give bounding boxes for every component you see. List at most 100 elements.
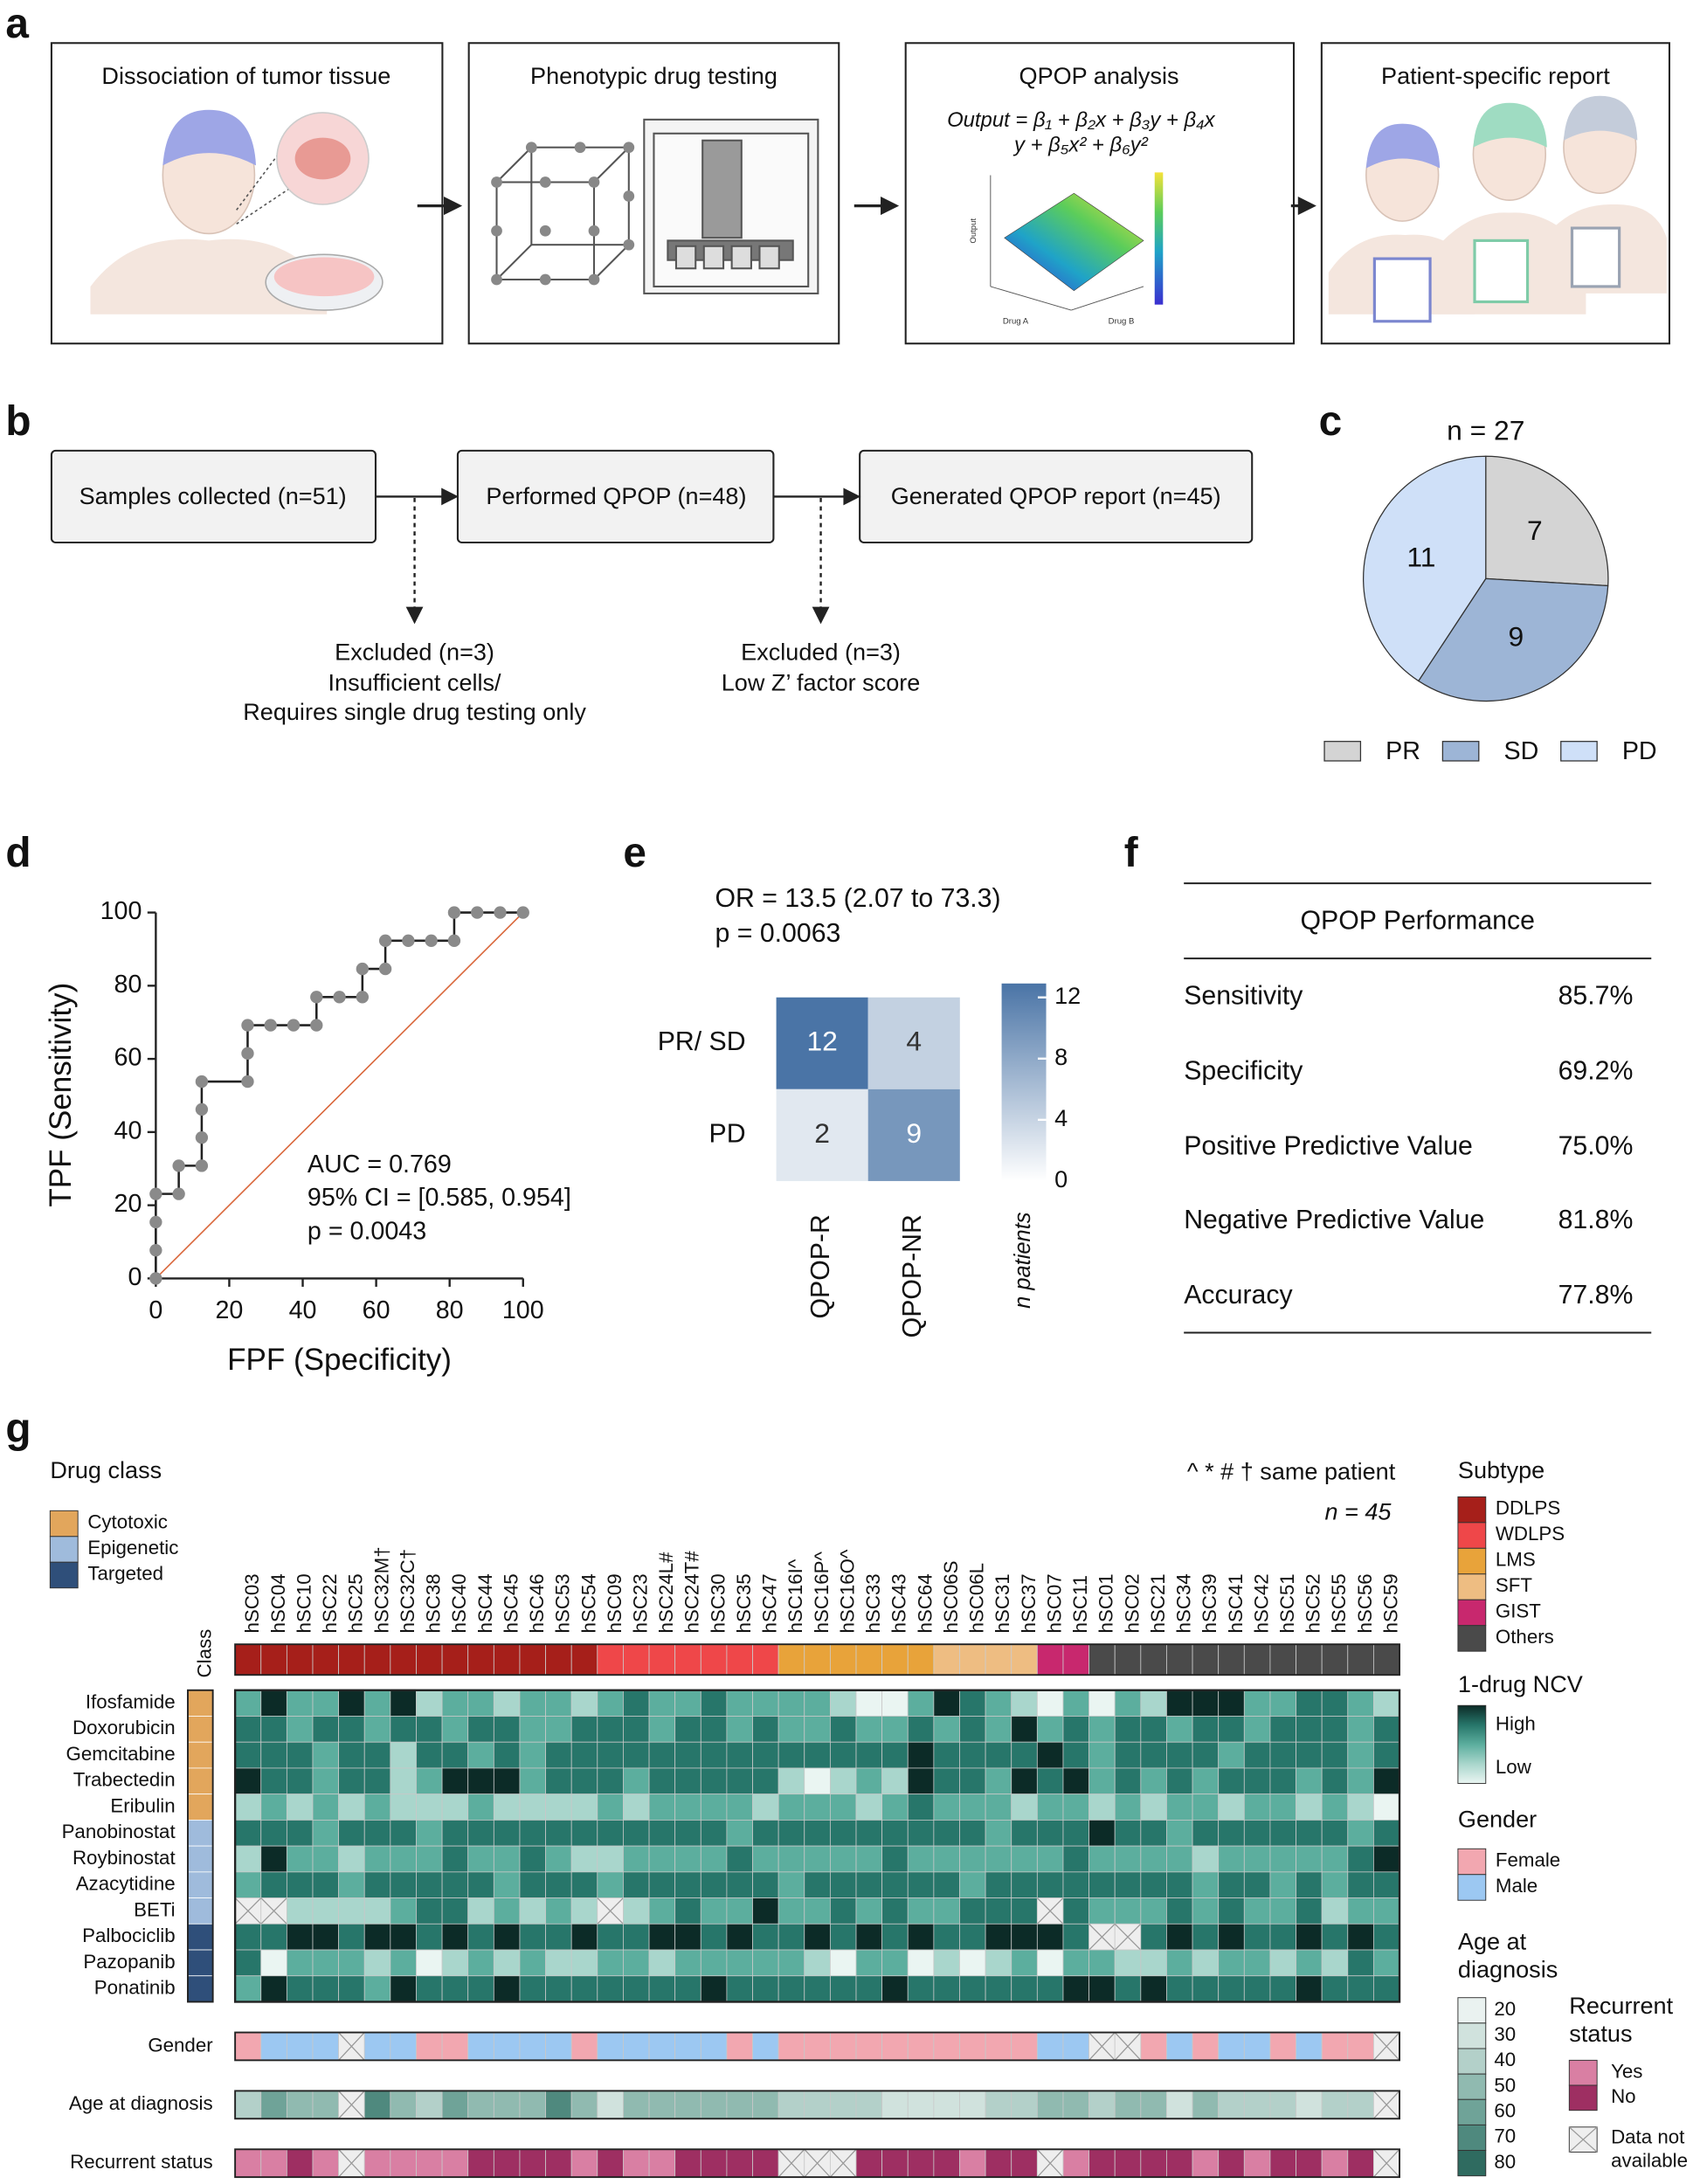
- heat-cell: [390, 1794, 417, 1821]
- heat-cell: [1088, 1716, 1116, 1743]
- subtype-cell: [1088, 1643, 1116, 1676]
- heat-cell: [416, 1975, 443, 2002]
- heat-cell: [1062, 1923, 1089, 1951]
- heat-cell: [1373, 1923, 1400, 1951]
- heat-cell: [726, 1949, 753, 1977]
- heat-cell: [985, 1871, 1012, 1898]
- gender-cell: [493, 2032, 521, 2061]
- heat-cell: [1296, 1923, 1323, 1951]
- na-cross: [1372, 2090, 1400, 2119]
- heat-cell: [545, 1949, 572, 1977]
- subtype-cell: [1114, 1643, 1142, 1676]
- heat-cell: [700, 1897, 728, 1925]
- legend-title: status: [1569, 2020, 1632, 2047]
- gender-cell: [1062, 2032, 1089, 2061]
- heat-cell: [416, 1923, 443, 1951]
- heat-cell: [1011, 1690, 1038, 1717]
- roc-point: [149, 1243, 162, 1257]
- heat-cell: [985, 1923, 1012, 1951]
- roc-point: [172, 1187, 185, 1200]
- heat-cell: [260, 1923, 287, 1951]
- class-cell: [187, 1845, 214, 1873]
- heat-cell: [338, 1923, 365, 1951]
- legend-text: SFT: [1496, 1574, 1532, 1596]
- age-cell: [260, 2090, 287, 2119]
- heat-cell: [752, 1949, 779, 1977]
- heat-cell: [804, 1767, 831, 1795]
- age-swatch: [1457, 2048, 1487, 2075]
- heat-cell: [881, 1690, 909, 1717]
- heat-cell: [338, 1741, 365, 1769]
- heat-cell: [726, 1690, 753, 1717]
- column-label: hSC44: [474, 1573, 496, 1633]
- colorbar-label: n patients: [1011, 1212, 1035, 1309]
- heat-cell: [286, 1794, 314, 1821]
- class-cell: [187, 1949, 214, 1977]
- heat-cell: [623, 1871, 650, 1898]
- heat-cell: [752, 1897, 779, 1925]
- heat-cell: [700, 1767, 728, 1795]
- gender-cell: [597, 2032, 624, 2061]
- heat-cell: [907, 1975, 935, 2002]
- roc-point: [494, 906, 507, 919]
- heat-cell: [493, 1897, 521, 1925]
- age-tick-label: 20: [1494, 1998, 1516, 2020]
- heat-cell: [985, 1794, 1012, 1821]
- heat-cell: [855, 1871, 883, 1898]
- class-cell: [187, 1975, 214, 2002]
- column-label: hSC42: [1250, 1573, 1272, 1633]
- heat-cell: [493, 1871, 521, 1898]
- heat-cell: [1062, 1716, 1089, 1743]
- heat-cell: [597, 1767, 624, 1795]
- gender-cell: [441, 2032, 469, 2061]
- subtype-cell: [881, 1643, 909, 1676]
- recurrent-cell: [1192, 2148, 1220, 2178]
- heat-cell: [338, 1897, 365, 1925]
- heat-cell: [1036, 1767, 1064, 1795]
- pie-slice: [1363, 455, 1487, 682]
- heat-cell: [1243, 1794, 1271, 1821]
- heat-cell: [907, 1741, 935, 1769]
- heat-cell: [985, 1975, 1012, 2002]
- roc-point: [425, 934, 438, 947]
- heat-cell: [312, 1767, 340, 1795]
- roc-point: [149, 1215, 162, 1229]
- heat-cell: [441, 1690, 469, 1717]
- class-cell: [187, 1716, 214, 1743]
- column-label: hSC25: [345, 1573, 367, 1633]
- heat-cell: [648, 1819, 676, 1847]
- heat-cell: [933, 1845, 960, 1873]
- heat-cell: [338, 1949, 365, 1977]
- heat-cell: [467, 1819, 494, 1847]
- heat-cell: [312, 1897, 340, 1925]
- heat-cell: [390, 1716, 417, 1743]
- heat-cell: [545, 1897, 572, 1925]
- heat-cell: [855, 1949, 883, 1977]
- subtype-cell: [1218, 1643, 1245, 1676]
- legend-swatch: [1457, 1848, 1487, 1876]
- heat-cell: [1192, 1794, 1220, 1821]
- column-label: hSC16I^: [784, 1559, 806, 1633]
- heat-cell: [700, 1690, 728, 1717]
- heat-cell: [1011, 1741, 1038, 1769]
- heat-cell: [726, 1794, 753, 1821]
- heat-cell: [700, 1871, 728, 1898]
- recurrent-cell: [493, 2148, 521, 2178]
- subtype-cell: [467, 1643, 494, 1676]
- heat-cell: [338, 1690, 365, 1717]
- heat-cell: [1140, 1741, 1167, 1769]
- plot-label: Output: [969, 218, 978, 244]
- column-label: hSC54: [577, 1573, 599, 1633]
- heat-cell: [1296, 1690, 1323, 1717]
- heat-cell: [648, 1690, 676, 1717]
- heat-cell: [1114, 1794, 1142, 1821]
- legend-title: Drug class: [50, 1456, 162, 1483]
- heat-cell: [1036, 1845, 1064, 1873]
- age-swatch: [1457, 2073, 1487, 2100]
- heat-cell: [1347, 1871, 1374, 1898]
- heat-cell: [519, 1949, 546, 1977]
- subtype-cell: [312, 1643, 340, 1676]
- heat-cell: [519, 1716, 546, 1743]
- row-label: Trabectedin: [73, 1769, 176, 1791]
- heat-cell: [1062, 1871, 1089, 1898]
